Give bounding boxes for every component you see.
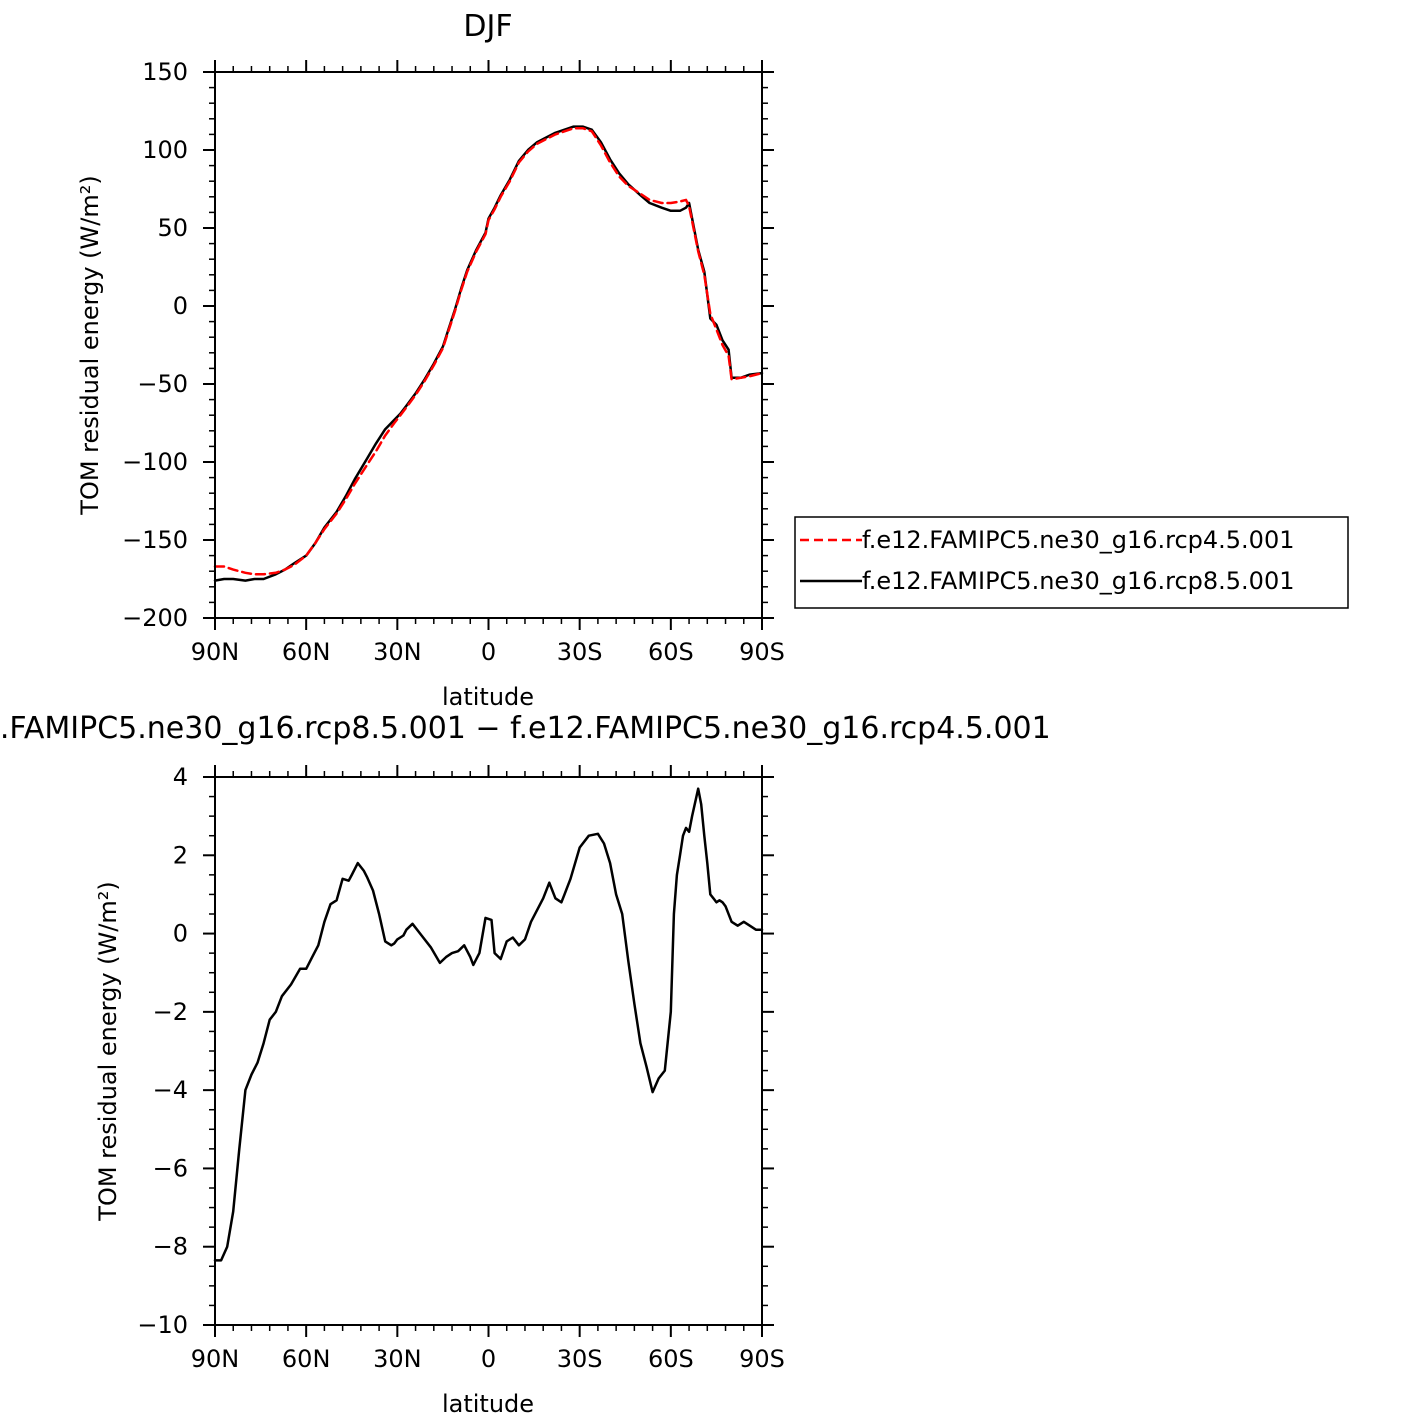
top-y-tick-label-3: −50 bbox=[137, 370, 188, 398]
bottom-y-tick-label-4: −2 bbox=[153, 998, 188, 1026]
top-x-tick-label-5: 60S bbox=[648, 638, 694, 666]
bottom-x-tick-label-0: 90N bbox=[191, 1345, 240, 1373]
bottom-y-axis-title: TOM residual energy (W/m²) bbox=[94, 881, 122, 1221]
bottom-y-tick-label-1: −8 bbox=[153, 1233, 188, 1261]
legend-label-rcp85: f.e12.FAMIPC5.ne30_g16.rcp8.5.001 bbox=[862, 567, 1295, 595]
bottom-x-tick-label-6: 90S bbox=[739, 1345, 785, 1373]
legend: f.e12.FAMIPC5.ne30_g16.rcp4.5.001 f.e12.… bbox=[794, 516, 1349, 609]
top-plot-frame bbox=[214, 71, 763, 619]
top-series-line-0 bbox=[213, 126, 764, 576]
bottom-y-tick-label-3: −4 bbox=[153, 1076, 188, 1104]
bottom-y-tick-label-2: −6 bbox=[153, 1154, 188, 1182]
bottom-x-tick-label-3: 0 bbox=[481, 1345, 496, 1373]
top-y-tick-label-5: 50 bbox=[157, 214, 188, 242]
bottom-plot-frame bbox=[214, 776, 763, 1326]
bottom-chart-difference: f.e12.FAMIPC5.ne30_g16.rcp8.5.001 − f.e1… bbox=[0, 711, 1051, 1418]
top-y-tick-label-4: 0 bbox=[173, 292, 188, 320]
top-series-line-1 bbox=[213, 125, 764, 582]
top-x-tick-label-4: 30S bbox=[557, 638, 603, 666]
bottom-x-axis-title: latitude bbox=[442, 1390, 534, 1418]
bottom-y-tick-label-7: 4 bbox=[173, 763, 188, 791]
top-chart-title: DJF bbox=[463, 9, 512, 44]
top-x-tick-label-0: 90N bbox=[191, 638, 240, 666]
bottom-x-tick-label-4: 30S bbox=[557, 1345, 603, 1373]
bottom-chart-title: f.e12.FAMIPC5.ne30_g16.rcp8.5.001 − f.e1… bbox=[0, 711, 1051, 746]
top-x-tick-label-3: 0 bbox=[481, 638, 496, 666]
bottom-series-line-0 bbox=[213, 787, 764, 1262]
bottom-y-tick-label-5: 0 bbox=[173, 920, 188, 948]
top-y-axis-title: TOM residual energy (W/m²) bbox=[76, 175, 104, 515]
top-y-tick-label-7: 150 bbox=[142, 58, 188, 86]
bottom-x-tick-label-1: 60N bbox=[282, 1345, 331, 1373]
top-chart-djf: DJF 90N 60N 30N 0 30S 60S 90S −200 −150 −100 −50 0 5… bbox=[76, 9, 1349, 711]
bottom-x-tick-label-5: 60S bbox=[648, 1345, 694, 1373]
top-x-axis-title: latitude bbox=[442, 683, 534, 711]
legend-label-rcp45: f.e12.FAMIPC5.ne30_g16.rcp4.5.001 bbox=[862, 526, 1295, 554]
top-x-tick-label-6: 90S bbox=[739, 638, 785, 666]
top-y-tick-label-2: −100 bbox=[122, 448, 188, 476]
top-y-tick-label-0: −200 bbox=[122, 604, 188, 632]
top-y-tick-label-6: 100 bbox=[142, 136, 188, 164]
bottom-y-tick-label-0: −10 bbox=[137, 1311, 188, 1339]
legend-box bbox=[794, 516, 1349, 609]
bottom-y-tick-label-6: 2 bbox=[173, 841, 188, 869]
top-y-tick-label-1: −150 bbox=[122, 526, 188, 554]
top-x-tick-label-2: 30N bbox=[373, 638, 422, 666]
top-x-tick-label-1: 60N bbox=[282, 638, 331, 666]
bottom-x-tick-label-2: 30N bbox=[373, 1345, 422, 1373]
